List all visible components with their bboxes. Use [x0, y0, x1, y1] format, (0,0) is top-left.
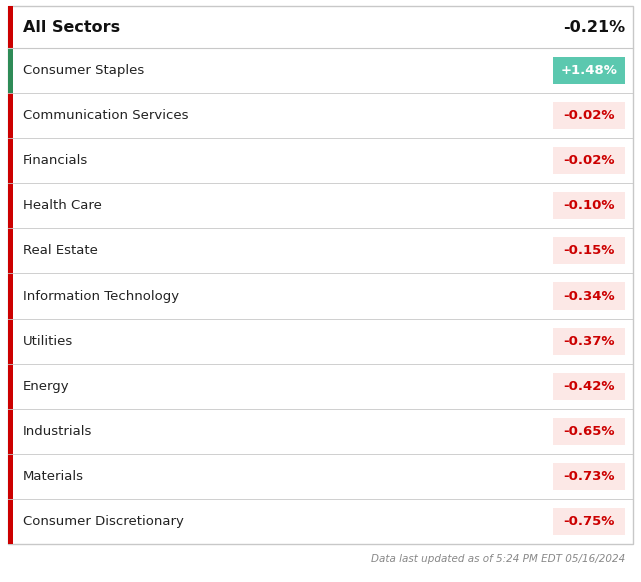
Text: Health Care: Health Care	[23, 199, 102, 212]
FancyBboxPatch shape	[8, 409, 13, 454]
Text: -0.21%: -0.21%	[563, 20, 625, 34]
Text: -0.75%: -0.75%	[563, 515, 615, 528]
FancyBboxPatch shape	[8, 138, 13, 183]
Text: -0.02%: -0.02%	[563, 154, 615, 167]
FancyBboxPatch shape	[8, 183, 13, 228]
FancyBboxPatch shape	[8, 499, 13, 544]
FancyBboxPatch shape	[8, 274, 13, 318]
Text: -0.15%: -0.15%	[563, 244, 615, 257]
FancyBboxPatch shape	[8, 48, 13, 93]
Text: -0.42%: -0.42%	[563, 379, 615, 393]
Text: Communication Services: Communication Services	[23, 109, 188, 122]
Text: Real Estate: Real Estate	[23, 244, 98, 257]
Text: Energy: Energy	[23, 379, 70, 393]
Text: -0.73%: -0.73%	[563, 470, 615, 483]
Text: -0.10%: -0.10%	[563, 199, 615, 212]
FancyBboxPatch shape	[553, 418, 625, 445]
FancyBboxPatch shape	[8, 6, 633, 544]
FancyBboxPatch shape	[8, 93, 13, 138]
FancyBboxPatch shape	[553, 372, 625, 400]
FancyBboxPatch shape	[8, 6, 13, 48]
FancyBboxPatch shape	[553, 57, 625, 84]
Text: Utilities: Utilities	[23, 335, 73, 347]
Text: Consumer Staples: Consumer Staples	[23, 64, 144, 77]
FancyBboxPatch shape	[8, 228, 13, 274]
Text: +1.48%: +1.48%	[561, 64, 617, 77]
Text: -0.02%: -0.02%	[563, 109, 615, 122]
Text: -0.34%: -0.34%	[563, 289, 615, 303]
Text: Materials: Materials	[23, 470, 84, 483]
Text: Information Technology: Information Technology	[23, 289, 179, 303]
FancyBboxPatch shape	[553, 102, 625, 129]
Text: Consumer Discretionary: Consumer Discretionary	[23, 515, 184, 528]
FancyBboxPatch shape	[8, 364, 13, 409]
Text: Financials: Financials	[23, 154, 88, 167]
FancyBboxPatch shape	[553, 147, 625, 174]
FancyBboxPatch shape	[553, 328, 625, 354]
FancyBboxPatch shape	[8, 454, 13, 499]
Text: Industrials: Industrials	[23, 425, 92, 438]
Text: -0.65%: -0.65%	[563, 425, 615, 438]
FancyBboxPatch shape	[553, 508, 625, 535]
Text: Data last updated as of 5:24 PM EDT 05/16/2024: Data last updated as of 5:24 PM EDT 05/1…	[370, 554, 625, 564]
Text: -0.37%: -0.37%	[563, 335, 615, 347]
FancyBboxPatch shape	[553, 282, 625, 310]
FancyBboxPatch shape	[8, 318, 13, 364]
FancyBboxPatch shape	[553, 237, 625, 264]
FancyBboxPatch shape	[553, 192, 625, 219]
FancyBboxPatch shape	[553, 463, 625, 490]
Text: All Sectors: All Sectors	[23, 20, 120, 34]
